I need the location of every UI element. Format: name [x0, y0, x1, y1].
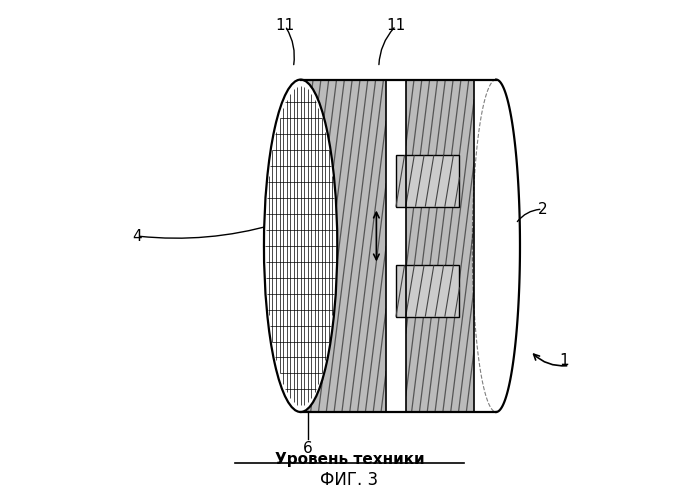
Text: 1: 1 — [560, 353, 570, 368]
Bar — [396, 265, 459, 317]
Bar — [297, 79, 386, 412]
Bar — [405, 79, 474, 412]
FancyBboxPatch shape — [301, 79, 496, 412]
Ellipse shape — [264, 79, 338, 412]
Text: 11: 11 — [275, 18, 294, 34]
Text: ФИГ. 3: ФИГ. 3 — [320, 471, 379, 490]
Text: Уровень техники: Уровень техники — [275, 452, 424, 467]
Bar — [474, 79, 496, 412]
Bar — [386, 79, 405, 412]
Text: 2: 2 — [538, 202, 547, 216]
Text: 11: 11 — [387, 18, 405, 34]
Bar — [396, 155, 459, 207]
Text: 4: 4 — [132, 229, 142, 244]
Text: 6: 6 — [303, 441, 313, 456]
